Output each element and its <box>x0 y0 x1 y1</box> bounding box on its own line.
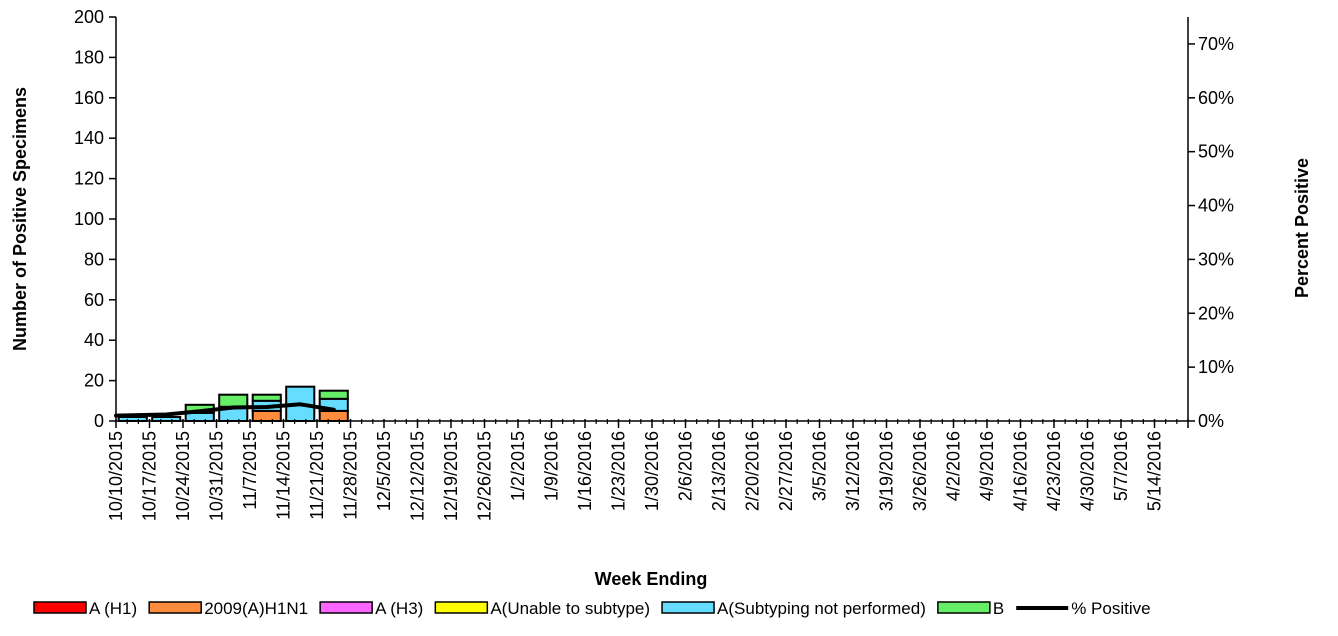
x-tick-label: 10/31/2015 <box>207 431 227 521</box>
x-tick-label: 3/12/2016 <box>843 431 863 511</box>
legend-label: A(Subtyping not performed) <box>717 599 926 618</box>
y2-tick-label: 50% <box>1198 142 1234 162</box>
legend-swatch <box>148 601 202 614</box>
x-tick-label: 12/19/2015 <box>441 431 461 521</box>
y-tick-label: 40 <box>84 330 104 350</box>
legend-item: A(Subtyping not performed) <box>661 599 926 618</box>
y-tick-label: 160 <box>74 88 104 108</box>
y-axis-title: Number of Positive Specimens <box>10 87 30 351</box>
x-tick-label: 4/23/2016 <box>1044 431 1064 511</box>
y-tick-label: 20 <box>84 371 104 391</box>
y-axis-right: 0% 10% 20% 30% 40% 50% 60% 70% <box>1187 17 1234 431</box>
bar-segment <box>251 393 282 402</box>
x-tick-label: 2/13/2016 <box>709 431 729 511</box>
y2-tick-label: 10% <box>1198 357 1234 377</box>
x-axis: 10/10/2015 10/17/2015 10/24/2015 10/31/2015… <box>106 419 1189 521</box>
bar-segment <box>318 389 349 400</box>
y-tick-label: 100 <box>74 209 104 229</box>
y-tick-label: 0 <box>94 411 104 431</box>
y2-tick-label: 20% <box>1198 303 1234 323</box>
x-tick-label: 2/6/2016 <box>676 431 696 501</box>
legend: A (H1) 2009(A)H1N1 A (H3) A(Unable to subty… <box>33 599 1151 618</box>
x-tick-label: 1/23/2016 <box>609 431 629 511</box>
bar-segment <box>251 409 282 422</box>
bar-segment <box>318 409 349 422</box>
x-tick-label: 1/9/2016 <box>542 431 562 501</box>
x-tick-label: 10/24/2015 <box>173 431 193 521</box>
y-tick-label: 120 <box>74 169 104 189</box>
bar-segment <box>218 393 249 408</box>
y-tick-label: 80 <box>84 249 104 269</box>
x-tick-label: 10/17/2015 <box>140 431 160 521</box>
x-tick-label: 3/26/2016 <box>910 431 930 511</box>
x-tick-label: 1/16/2016 <box>575 431 595 511</box>
x-tick-label: 12/5/2015 <box>374 431 394 511</box>
legend-swatch <box>661 601 715 614</box>
plot-area <box>114 385 349 423</box>
legend-item: B <box>937 599 1004 618</box>
y2-axis-title: Percent Positive <box>1292 158 1312 298</box>
y2-tick-label: 60% <box>1198 88 1234 108</box>
y-tick-label: 200 <box>74 7 104 27</box>
legend-item: 2009(A)H1N1 <box>148 599 308 618</box>
legend-label: % Positive <box>1071 599 1150 618</box>
legend-item: % Positive <box>1016 599 1151 618</box>
x-tick-label: 11/7/2015 <box>240 431 260 510</box>
x-tick-label: 3/19/2016 <box>877 431 897 511</box>
y2-tick-label: 70% <box>1198 34 1234 54</box>
x-tick-label: 4/16/2016 <box>1011 431 1031 511</box>
legend-label: B <box>993 599 1004 618</box>
x-tick-label: 12/12/2015 <box>408 431 428 521</box>
y2-tick-label: 40% <box>1198 196 1234 216</box>
x-tick-label: 4/2/2016 <box>944 431 964 501</box>
legend-label: 2009(A)H1N1 <box>204 599 308 618</box>
legend-item: A (H3) <box>319 599 423 618</box>
x-tick-label: 11/14/2015 <box>274 431 294 520</box>
x-tick-label: 5/7/2016 <box>1111 431 1131 501</box>
legend-item: A (H1) <box>33 599 137 618</box>
x-tick-label: 4/30/2016 <box>1078 431 1098 511</box>
x-tick-label: 1/2/2015 <box>508 431 528 501</box>
x-tick-label: 11/28/2015 <box>341 431 361 520</box>
y2-tick-label: 0% <box>1198 411 1224 431</box>
legend-swatch <box>937 601 991 614</box>
x-tick-label: 10/10/2015 <box>106 431 126 521</box>
x-axis-title: Week Ending <box>595 569 708 589</box>
x-tick-label: 1/30/2016 <box>642 431 662 511</box>
x-tick-label: 2/27/2016 <box>776 431 796 511</box>
y-axis-left: 0 20 40 60 80 100 120 140 160 180 200 <box>74 7 117 431</box>
x-tick-label: 2/20/2016 <box>743 431 763 511</box>
x-tick-label: 11/21/2015 <box>307 431 327 520</box>
x-tick-label: 5/14/2016 <box>1145 431 1165 511</box>
y-tick-label: 180 <box>74 47 104 67</box>
legend-label: A (H3) <box>375 599 423 618</box>
legend-swatch <box>434 601 489 614</box>
legend-label: A(Unable to subtype) <box>490 599 650 618</box>
legend-swatch <box>33 601 87 614</box>
legend-label: A (H1) <box>89 599 137 618</box>
x-tick-label: 12/26/2015 <box>475 431 495 521</box>
percent-positive-line <box>114 402 336 418</box>
legend-swatch <box>319 601 373 614</box>
y-tick-label: 60 <box>84 290 104 310</box>
y-tick-label: 140 <box>74 128 104 148</box>
x-tick-label: 4/9/2016 <box>977 431 997 501</box>
x-tick-label: 3/5/2016 <box>810 431 830 501</box>
legend-item: A(Unable to subtype) <box>434 599 650 618</box>
y2-tick-label: 30% <box>1198 249 1234 269</box>
